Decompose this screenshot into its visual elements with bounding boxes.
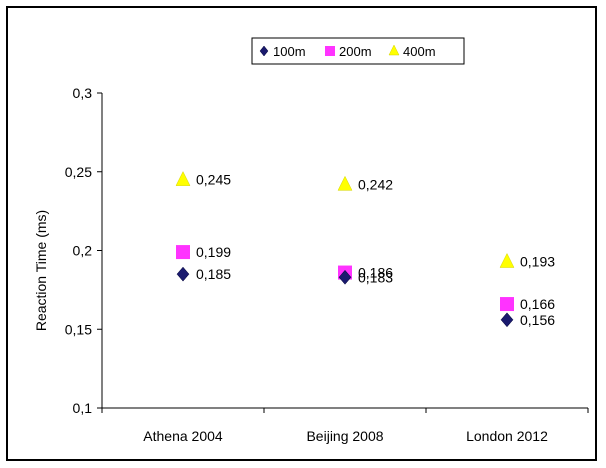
data-label-100m: 0,185 <box>196 266 231 282</box>
y-tick-label: 0,1 <box>73 400 93 416</box>
point-200m <box>176 245 190 260</box>
data-label-400m: 0,245 <box>196 172 231 188</box>
legend-marker-200m <box>325 46 335 56</box>
legend-label-100m: 100m <box>273 44 306 59</box>
data-label-200m: 0,166 <box>520 296 555 312</box>
data-label-100m: 0,156 <box>520 312 555 328</box>
y-axis-title: Reaction Time (ms) <box>33 210 49 331</box>
data-label-200m: 0,186 <box>358 265 393 281</box>
data-label-400m: 0,193 <box>520 254 555 270</box>
chart-frame: 0,1 0,15 0,2 0,25 0,3 Athena 2004 Beijing 2008… <box>6 6 597 461</box>
x-tick-label: Athena 2004 <box>143 428 223 444</box>
scatter-chart: 0,1 0,15 0,2 0,25 0,3 Athena 2004 Beijing 2008… <box>33 37 589 444</box>
point-400m <box>175 171 191 186</box>
y-tick-label: 0,15 <box>65 321 92 337</box>
y-tick-label: 0,25 <box>65 164 92 180</box>
point-100m <box>176 266 190 282</box>
data-label-100m: 0,183 <box>358 269 393 285</box>
y-tick-label: 0,3 <box>73 85 93 101</box>
data-label-400m: 0,242 <box>358 176 393 192</box>
legend-marker-400m <box>388 44 400 56</box>
legend-label-200m: 200m <box>339 44 372 59</box>
data-label-200m: 0,199 <box>196 244 231 260</box>
x-tick-label: Beijing 2008 <box>306 428 383 444</box>
point-400m <box>337 175 353 191</box>
point-200m <box>500 297 514 312</box>
y-tick-label: 0,2 <box>73 243 93 259</box>
point-400m <box>499 252 515 268</box>
legend-marker-100m <box>259 45 269 57</box>
point-100m <box>500 312 514 328</box>
legend-box <box>251 37 465 65</box>
point-100m <box>338 269 352 285</box>
x-tick-label: London 2012 <box>466 428 548 444</box>
legend-label-400m: 400m <box>403 44 436 59</box>
